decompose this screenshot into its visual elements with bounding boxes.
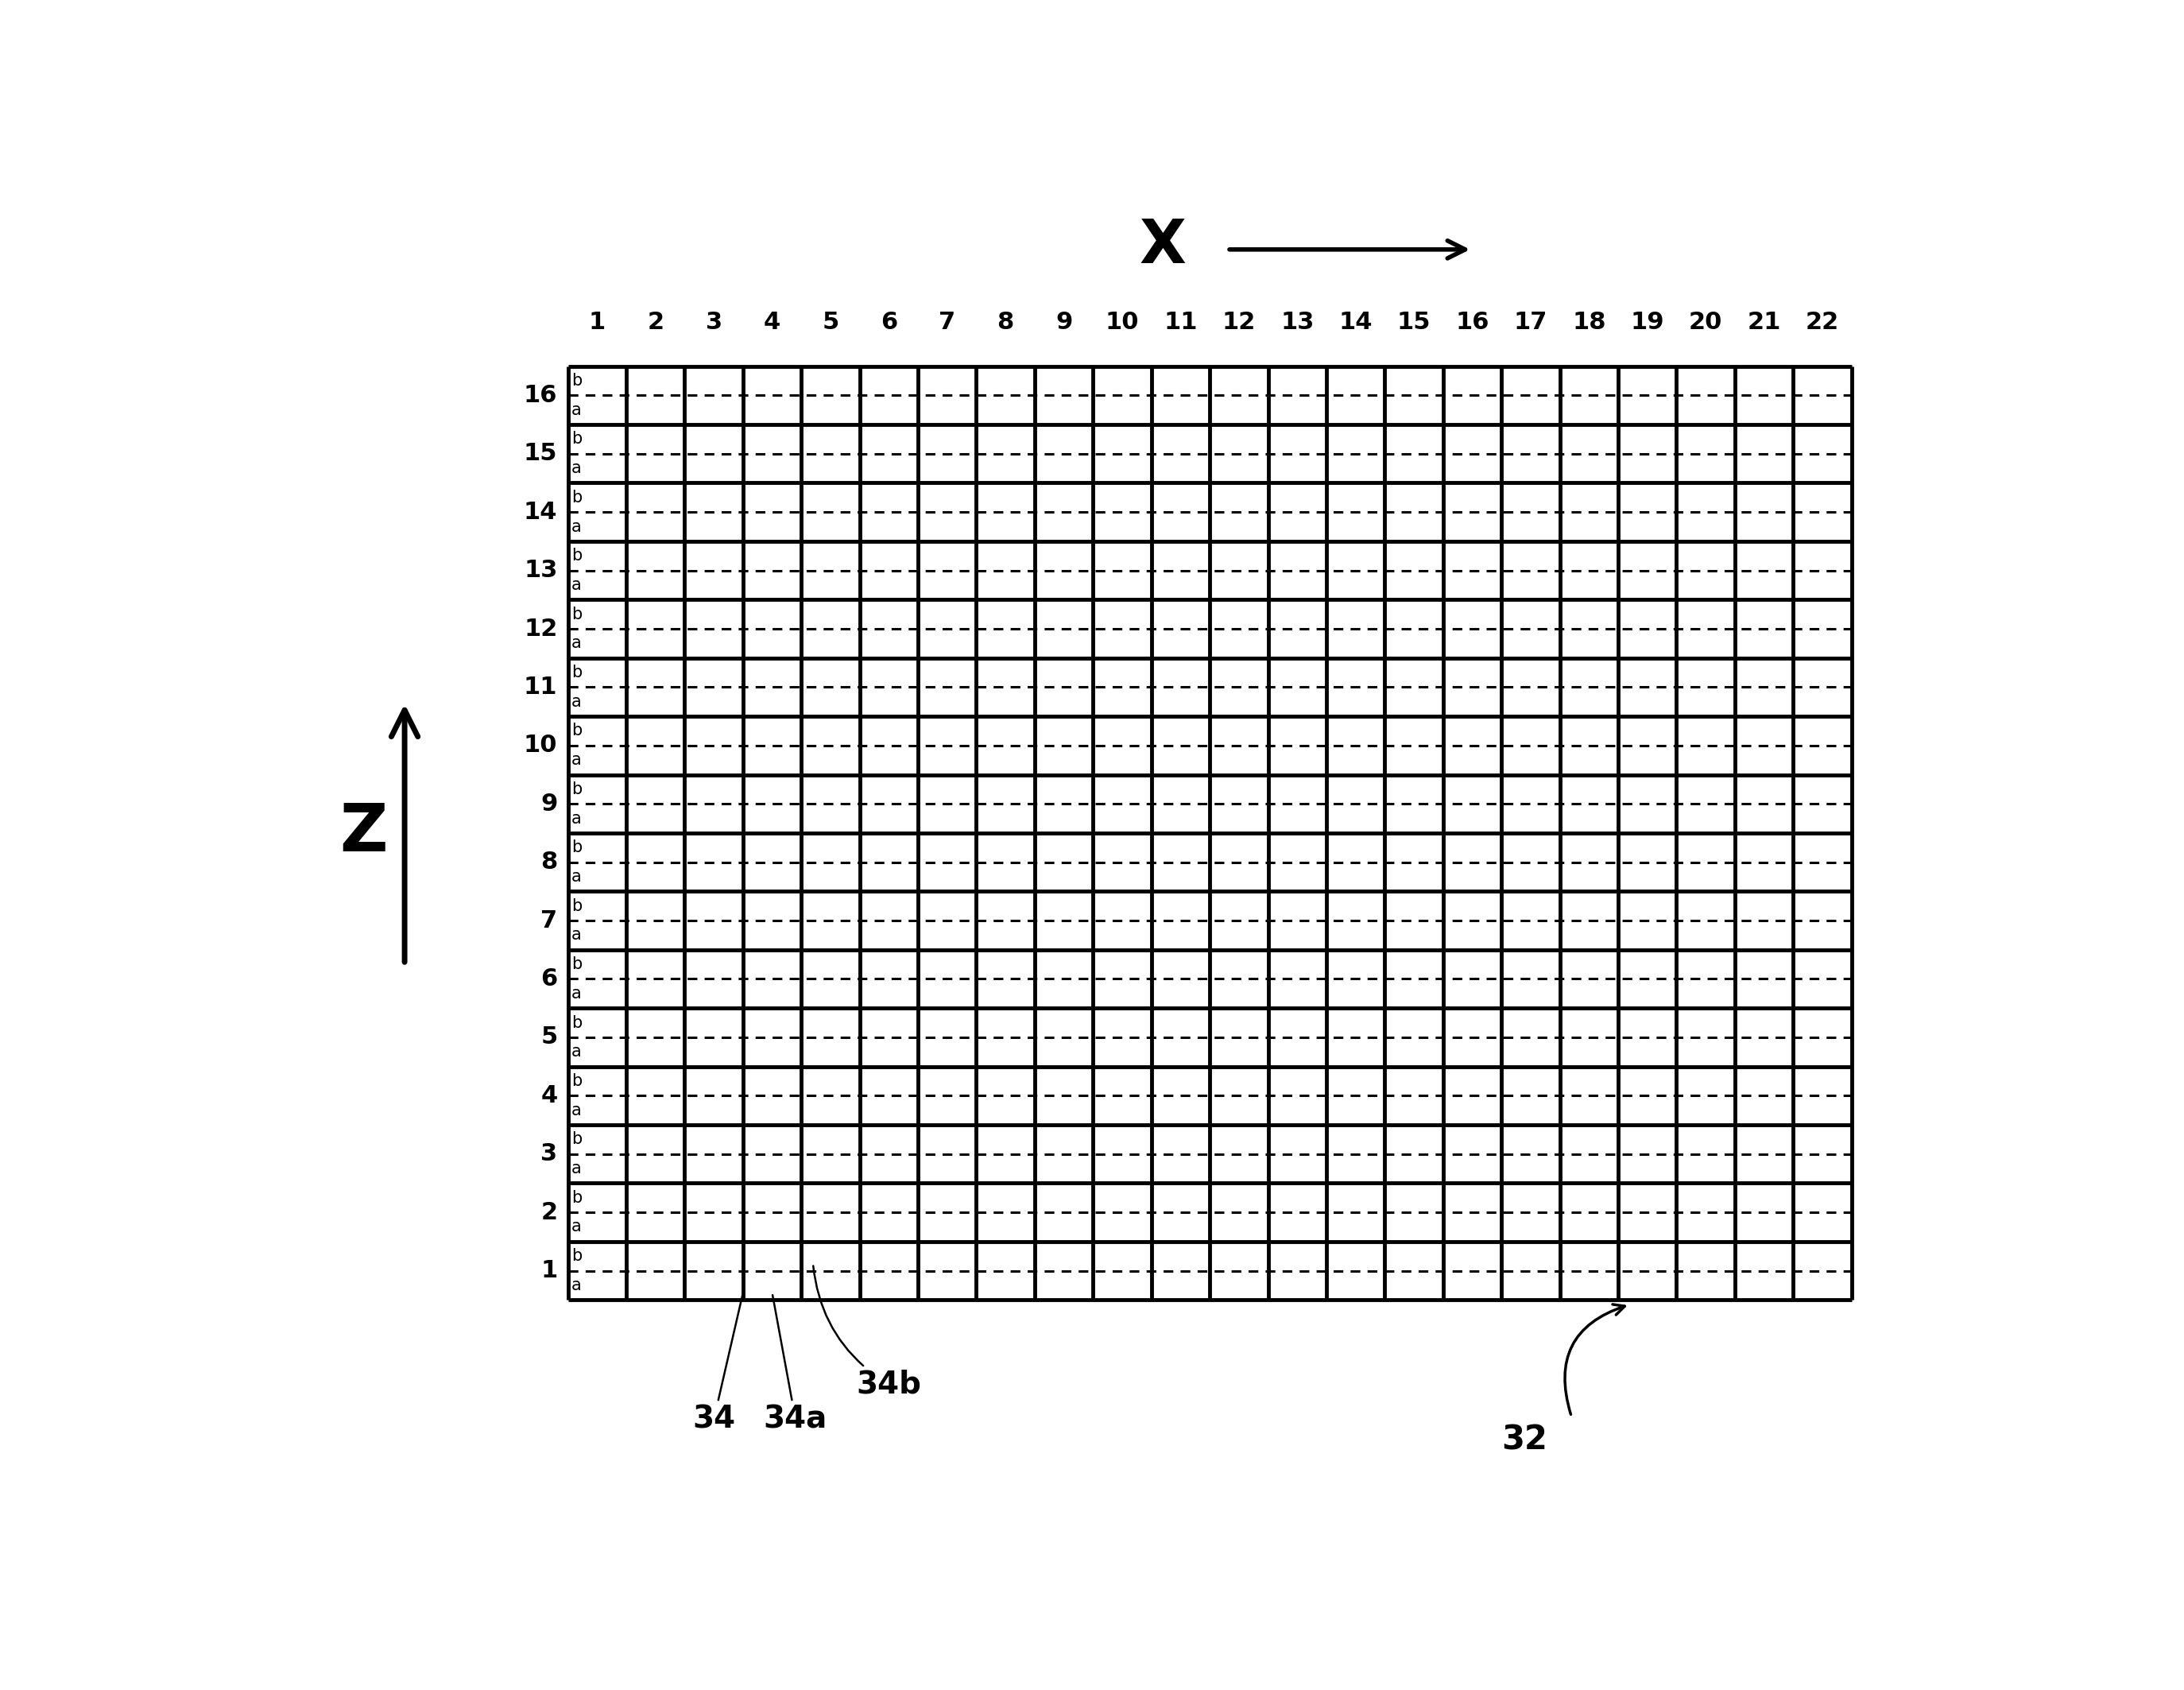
Text: 16: 16	[1455, 311, 1489, 335]
Text: a: a	[572, 1218, 581, 1235]
Text: a: a	[572, 635, 581, 651]
Text: 32: 32	[1500, 1423, 1548, 1457]
Text: 4: 4	[542, 1083, 557, 1107]
Text: a: a	[572, 695, 581, 710]
Text: b: b	[572, 897, 581, 914]
Text: 7: 7	[939, 311, 957, 335]
Text: a: a	[572, 752, 581, 767]
Text: 15: 15	[1398, 311, 1431, 335]
Text: b: b	[572, 607, 581, 622]
Text: 16: 16	[524, 384, 557, 407]
Text: 18: 18	[1572, 311, 1605, 335]
Text: b: b	[572, 431, 581, 448]
Text: 22: 22	[1806, 311, 1839, 335]
Text: 3: 3	[542, 1142, 557, 1166]
Text: a: a	[572, 576, 581, 593]
Text: a: a	[572, 928, 581, 943]
Text: 6: 6	[542, 967, 557, 990]
Text: 9: 9	[1055, 311, 1072, 335]
Text: 34b: 34b	[812, 1266, 922, 1399]
Text: Z: Z	[341, 801, 389, 865]
Text: 2: 2	[542, 1202, 557, 1224]
Text: a: a	[572, 460, 581, 477]
Text: b: b	[572, 1014, 581, 1031]
Text: 17: 17	[1514, 311, 1548, 335]
Text: 15: 15	[524, 443, 557, 465]
Text: b: b	[572, 373, 581, 389]
Text: 10: 10	[524, 733, 557, 757]
Text: a: a	[572, 811, 581, 826]
Text: 34a: 34a	[764, 1295, 828, 1435]
Text: 2: 2	[646, 311, 664, 335]
Text: b: b	[572, 723, 581, 739]
Text: b: b	[572, 664, 581, 681]
Text: 13: 13	[1280, 311, 1315, 335]
Text: a: a	[572, 985, 581, 1002]
Text: 9: 9	[539, 793, 557, 815]
Text: b: b	[572, 490, 581, 505]
Text: a: a	[572, 402, 581, 417]
Text: 1: 1	[542, 1259, 557, 1283]
Text: b: b	[572, 1131, 581, 1148]
Text: 21: 21	[1747, 311, 1780, 335]
Text: 8: 8	[998, 311, 1013, 335]
Text: 5: 5	[821, 311, 839, 335]
Text: 19: 19	[1631, 311, 1664, 335]
Text: a: a	[572, 1161, 581, 1176]
Text: a: a	[572, 1278, 581, 1293]
Text: 34: 34	[692, 1295, 743, 1435]
Text: 14: 14	[1339, 311, 1372, 335]
Text: 5: 5	[542, 1026, 557, 1049]
Text: 12: 12	[524, 617, 557, 641]
Text: a: a	[572, 519, 581, 534]
Text: a: a	[572, 1102, 581, 1119]
Text: 13: 13	[524, 559, 557, 581]
Text: 11: 11	[524, 676, 557, 698]
Text: 8: 8	[542, 850, 557, 874]
Text: b: b	[572, 1249, 581, 1264]
Text: b: b	[572, 840, 581, 855]
Text: a: a	[572, 1044, 581, 1060]
Text: 10: 10	[1105, 311, 1140, 335]
Text: b: b	[572, 1190, 581, 1205]
Text: 14: 14	[524, 500, 557, 524]
Text: 6: 6	[880, 311, 898, 335]
Text: 1: 1	[590, 311, 605, 335]
Text: 4: 4	[764, 311, 780, 335]
Text: 7: 7	[542, 909, 557, 933]
Text: 11: 11	[1164, 311, 1197, 335]
Text: b: b	[572, 548, 581, 564]
Text: 3: 3	[705, 311, 723, 335]
Text: 12: 12	[1223, 311, 1256, 335]
Text: b: b	[572, 1073, 581, 1088]
Text: b: b	[572, 781, 581, 798]
Text: X: X	[1140, 216, 1186, 275]
Text: 20: 20	[1688, 311, 1723, 335]
Text: a: a	[572, 869, 581, 886]
Text: b: b	[572, 957, 581, 972]
